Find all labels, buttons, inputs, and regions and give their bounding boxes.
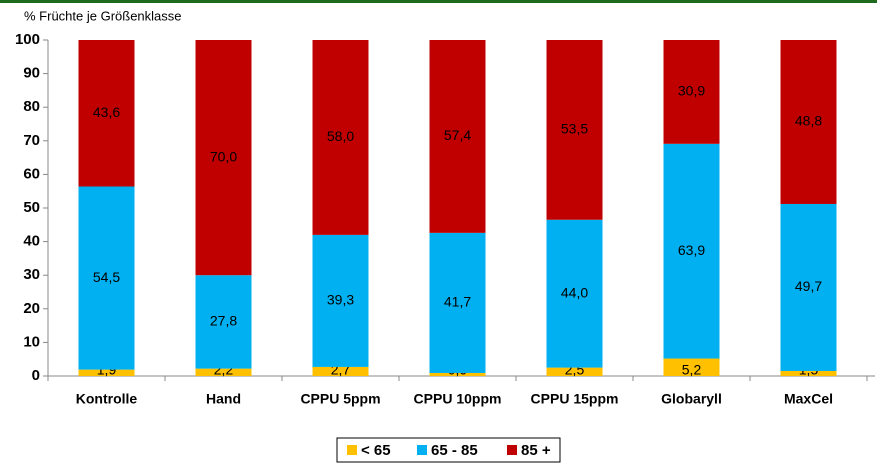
- y-tick-label: 20: [23, 300, 40, 317]
- legend-swatch: [507, 445, 517, 455]
- bar-segment: [429, 40, 486, 233]
- data-label: 54,5: [93, 269, 120, 285]
- bar-segment: [663, 358, 720, 376]
- x-tick-label: Globaryll: [661, 391, 722, 407]
- bar-segment: [780, 40, 837, 204]
- data-label: 48,8: [795, 113, 822, 129]
- x-tick-label: Kontrolle: [76, 391, 138, 407]
- y-tick-label: 100: [15, 31, 40, 48]
- y-tick-label: 90: [23, 65, 40, 82]
- legend-swatch: [417, 445, 427, 455]
- bar-segment: [312, 366, 369, 376]
- legend-label: 65 - 85: [431, 442, 478, 459]
- bar-segment: [546, 219, 603, 368]
- data-label: 49,7: [795, 278, 822, 294]
- data-label: 53,5: [561, 121, 588, 137]
- data-label: 5,2: [682, 362, 702, 378]
- y-tick-label: 30: [23, 266, 40, 283]
- data-label: 63,9: [678, 242, 705, 258]
- data-label: 58,0: [327, 128, 354, 144]
- bar-segment: [195, 275, 252, 369]
- legend-label: 85 +: [521, 442, 551, 459]
- x-tick-label: CPPU 10ppm: [414, 391, 502, 407]
- data-label: 41,7: [444, 294, 471, 310]
- y-tick-label: 0: [32, 367, 40, 384]
- bar-segment: [780, 370, 837, 376]
- y-tick-label: 50: [23, 199, 40, 216]
- bar-segment: [312, 234, 369, 367]
- data-label: 27,8: [210, 313, 237, 329]
- x-tick-label: Hand: [206, 391, 241, 407]
- bar-segment: [312, 40, 369, 235]
- x-tick-label: CPPU 5ppm: [300, 391, 380, 407]
- y-tick-label: 60: [23, 165, 40, 182]
- bar-segment: [195, 368, 252, 376]
- data-label: 44,0: [561, 284, 588, 300]
- legend-box: [336, 437, 561, 463]
- bar-segment: [663, 40, 720, 144]
- legend-swatch: [347, 445, 357, 455]
- data-label: 43,6: [93, 104, 120, 120]
- bar-segment: [546, 40, 603, 220]
- bar-segment: [78, 40, 135, 187]
- data-label: 70,0: [210, 148, 237, 164]
- y-tick-label: 10: [23, 333, 40, 350]
- x-tick-label: MaxCel: [784, 391, 833, 407]
- data-label: 39,3: [327, 292, 354, 308]
- y-tick-label: 70: [23, 132, 40, 149]
- legend-label: < 65: [361, 442, 391, 459]
- bar-segment: [780, 203, 837, 371]
- y-axis-label: % Früchte je Größenklasse: [24, 8, 182, 23]
- bar-segment: [663, 143, 720, 359]
- bar-segment: [546, 367, 603, 376]
- bar-segment: [195, 40, 252, 276]
- y-tick-label: 80: [23, 98, 40, 115]
- bar-segment: [429, 232, 486, 373]
- data-label: 57,4: [444, 127, 471, 143]
- bar-segment: [78, 186, 135, 370]
- bar-segment: [429, 372, 486, 376]
- x-tick-label: CPPU 15ppm: [531, 391, 619, 407]
- top-border: [0, 0, 877, 3]
- bar-segment: [78, 369, 135, 376]
- data-label: 30,9: [678, 83, 705, 99]
- y-tick-label: 40: [23, 233, 40, 250]
